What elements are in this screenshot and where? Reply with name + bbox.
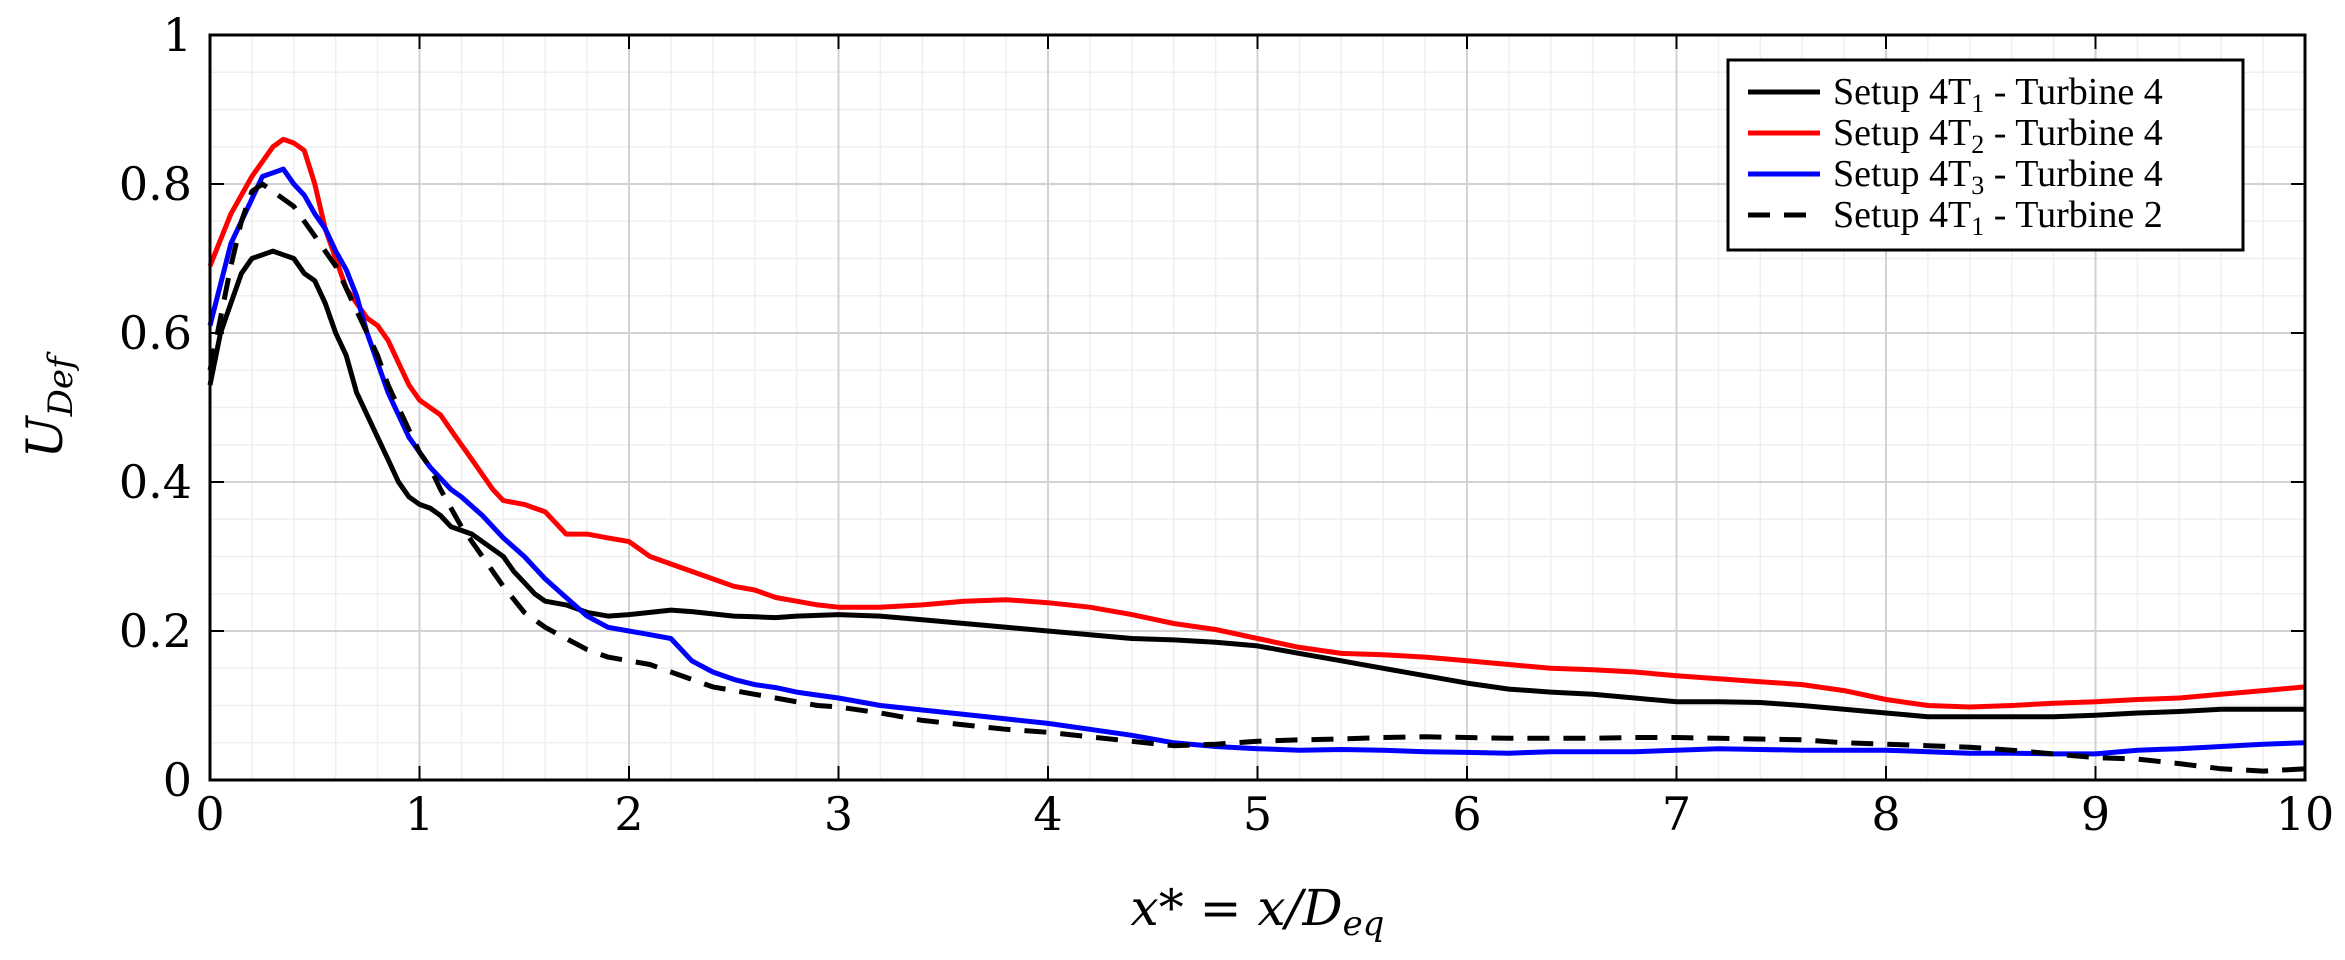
legend-entry-subscript: 2 [1971, 130, 1984, 159]
legend-entry-3: Setup 4T3 - Turbine 4 [1833, 153, 2163, 200]
legend-entry-subscript: 1 [1971, 89, 1984, 118]
y-axis-label: UDef [16, 351, 81, 459]
series-lines [207, 136, 2306, 774]
legend-entry-tail: - Turbine 4 [1984, 153, 2162, 195]
y-tick-label: 1 [163, 8, 192, 62]
y-tick-label: 0.4 [119, 455, 192, 509]
series-line-4 [207, 181, 2306, 774]
x-tick-label: 4 [1033, 787, 1062, 841]
series-line-2 [207, 136, 2306, 710]
x-tick-label: 9 [2081, 787, 2110, 841]
legend-entry-name: Setup 4T [1833, 112, 1971, 154]
legend-entry-tail: - Turbine 4 [1984, 71, 2162, 113]
legend-entry-subscript: 3 [1971, 171, 1984, 200]
legend-entry-name: Setup 4T [1833, 153, 1971, 195]
y-tick-label: 0 [163, 753, 192, 807]
x-tick-label: 10 [2276, 787, 2335, 841]
y-axis-label-sub: Def [41, 351, 81, 417]
x-tick-label: 2 [614, 787, 643, 841]
legend-entry-name: Setup 4T [1833, 71, 1971, 113]
x-tick-label: 6 [1452, 787, 1481, 841]
x-tick-label: 8 [1871, 787, 1900, 841]
series-line-3 [207, 166, 2306, 757]
x-axis-label: x* = x/Deq [1131, 879, 1385, 944]
x-tick-label: 5 [1243, 787, 1272, 841]
legend-entry-tail: - Turbine 4 [1984, 112, 2162, 154]
series-line-1 [207, 248, 2305, 720]
x-tick-label: 3 [824, 787, 853, 841]
y-tick-label: 0.6 [119, 306, 192, 360]
y-axis-label-main: U [16, 415, 74, 459]
legend-entry-tail: - Turbine 2 [1984, 194, 2162, 236]
x-tick-label: 7 [1662, 787, 1691, 841]
x-tick-label: 1 [405, 787, 434, 841]
legend-entry-subscript: 1 [1971, 212, 1984, 241]
x-axis-label-main: x* = x/D [1131, 879, 1343, 937]
x-tick-label: 0 [195, 787, 224, 841]
legend-entry-name: Setup 4T [1833, 194, 1971, 236]
y-tick-label: 0.8 [119, 157, 192, 211]
x-axis-label-sub: eq [1343, 904, 1385, 944]
legend-entry-2: Setup 4T2 - Turbine 4 [1833, 112, 2163, 159]
legend-entry-4: Setup 4T1 - Turbine 2 [1833, 194, 2163, 241]
y-tick-label: 0.2 [119, 604, 192, 658]
axis-ticks: 0 1 2 3 4 5 6 7 8 9 10 0 0.2 0.4 0.6 0.8 1 [119, 8, 2334, 841]
legend-entry-1: Setup 4T1 - Turbine 4 [1833, 71, 2163, 118]
